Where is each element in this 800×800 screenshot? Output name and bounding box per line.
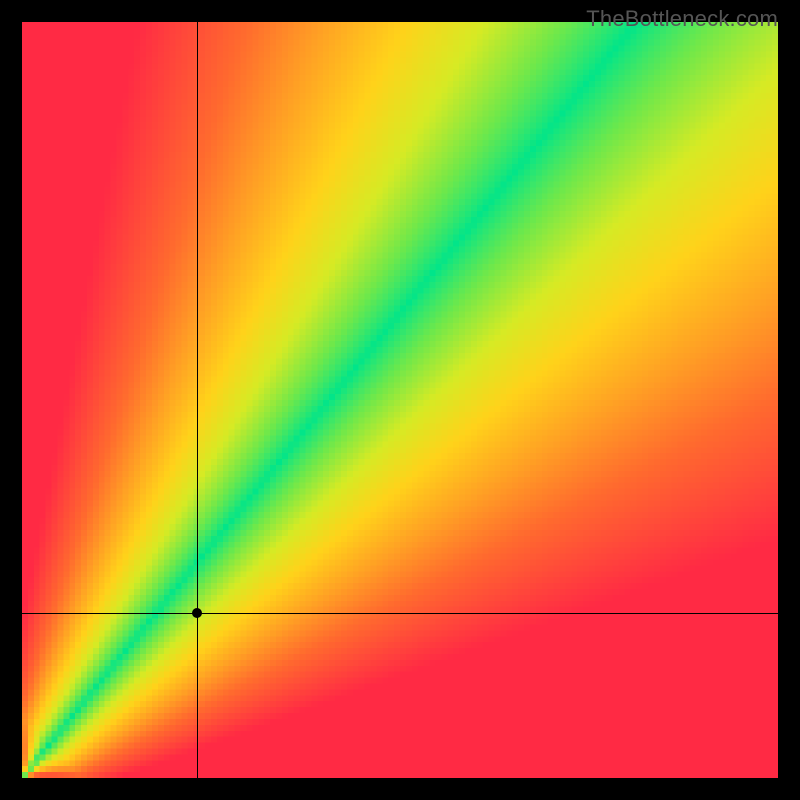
crosshair-vertical bbox=[197, 22, 198, 778]
watermark-text: TheBottleneck.com bbox=[586, 6, 778, 32]
crosshair-horizontal bbox=[22, 613, 778, 614]
bottleneck-heatmap bbox=[22, 22, 778, 778]
